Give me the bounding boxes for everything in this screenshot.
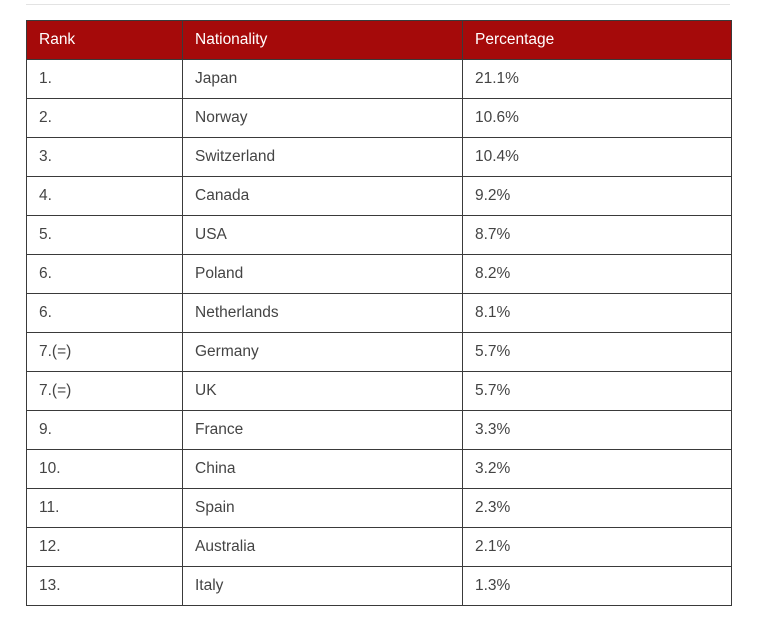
percentage-cell: 2.1% <box>462 527 732 567</box>
table-row: 7.(=) Germany 5.7% <box>26 332 732 372</box>
table-row: 5. USA 8.7% <box>26 215 732 255</box>
rank-cell: 11. <box>26 488 183 528</box>
rank-cell: 13. <box>26 566 183 606</box>
nationality-cell: Germany <box>182 332 463 372</box>
column-header-nationality: Nationality <box>182 20 463 60</box>
nationality-cell: Australia <box>182 527 463 567</box>
nationality-cell: France <box>182 410 463 450</box>
table-row: 1. Japan 21.1% <box>26 59 732 99</box>
table-row: 12. Australia 2.1% <box>26 527 732 567</box>
rank-cell: 5. <box>26 215 183 255</box>
rank-cell: 2. <box>26 98 183 138</box>
percentage-cell: 3.2% <box>462 449 732 489</box>
nationality-cell: China <box>182 449 463 489</box>
percentage-cell: 1.3% <box>462 566 732 606</box>
rank-cell: 6. <box>26 254 183 294</box>
table-body: 1. Japan 21.1% 2. Norway 10.6% 3. Switze… <box>26 59 732 606</box>
percentage-cell: 3.3% <box>462 410 732 450</box>
rank-cell: 6. <box>26 293 183 333</box>
top-divider <box>26 4 730 5</box>
nationality-cell: Spain <box>182 488 463 528</box>
nationality-cell: Canada <box>182 176 463 216</box>
nationality-cell: Norway <box>182 98 463 138</box>
column-header-rank: Rank <box>26 20 183 60</box>
percentage-cell: 21.1% <box>462 59 732 99</box>
table-header: Rank Nationality Percentage <box>26 20 732 60</box>
nationality-cell: UK <box>182 371 463 411</box>
table-row: 6. Netherlands 8.1% <box>26 293 732 333</box>
percentage-cell: 8.2% <box>462 254 732 294</box>
nationality-cell: USA <box>182 215 463 255</box>
nationality-cell: Switzerland <box>182 137 463 177</box>
rank-cell: 7.(=) <box>26 332 183 372</box>
table-row: 11. Spain 2.3% <box>26 488 732 528</box>
percentage-cell: 10.6% <box>462 98 732 138</box>
table-row: 7.(=) UK 5.7% <box>26 371 732 411</box>
percentage-cell: 9.2% <box>462 176 732 216</box>
rank-cell: 1. <box>26 59 183 99</box>
table-row: 3. Switzerland 10.4% <box>26 137 732 177</box>
table-row: 9. France 3.3% <box>26 410 732 450</box>
header-row: Rank Nationality Percentage <box>26 20 732 60</box>
table-row: 10. China 3.2% <box>26 449 732 489</box>
table-row: 13. Italy 1.3% <box>26 566 732 606</box>
percentage-cell: 8.1% <box>462 293 732 333</box>
percentage-cell: 2.3% <box>462 488 732 528</box>
percentage-cell: 5.7% <box>462 332 732 372</box>
rank-cell: 12. <box>26 527 183 567</box>
nationality-cell: Poland <box>182 254 463 294</box>
rank-cell: 3. <box>26 137 183 177</box>
nationality-cell: Netherlands <box>182 293 463 333</box>
table-row: 6. Poland 8.2% <box>26 254 732 294</box>
rank-cell: 7.(=) <box>26 371 183 411</box>
column-header-percentage: Percentage <box>462 20 732 60</box>
rank-cell: 9. <box>26 410 183 450</box>
percentage-cell: 5.7% <box>462 371 732 411</box>
percentage-cell: 10.4% <box>462 137 732 177</box>
percentage-cell: 8.7% <box>462 215 732 255</box>
nationality-cell: Japan <box>182 59 463 99</box>
table-row: 2. Norway 10.6% <box>26 98 732 138</box>
nationality-cell: Italy <box>182 566 463 606</box>
ranking-table: Rank Nationality Percentage 1. Japan 21.… <box>26 20 732 606</box>
rank-cell: 4. <box>26 176 183 216</box>
rank-cell: 10. <box>26 449 183 489</box>
table-row: 4. Canada 9.2% <box>26 176 732 216</box>
